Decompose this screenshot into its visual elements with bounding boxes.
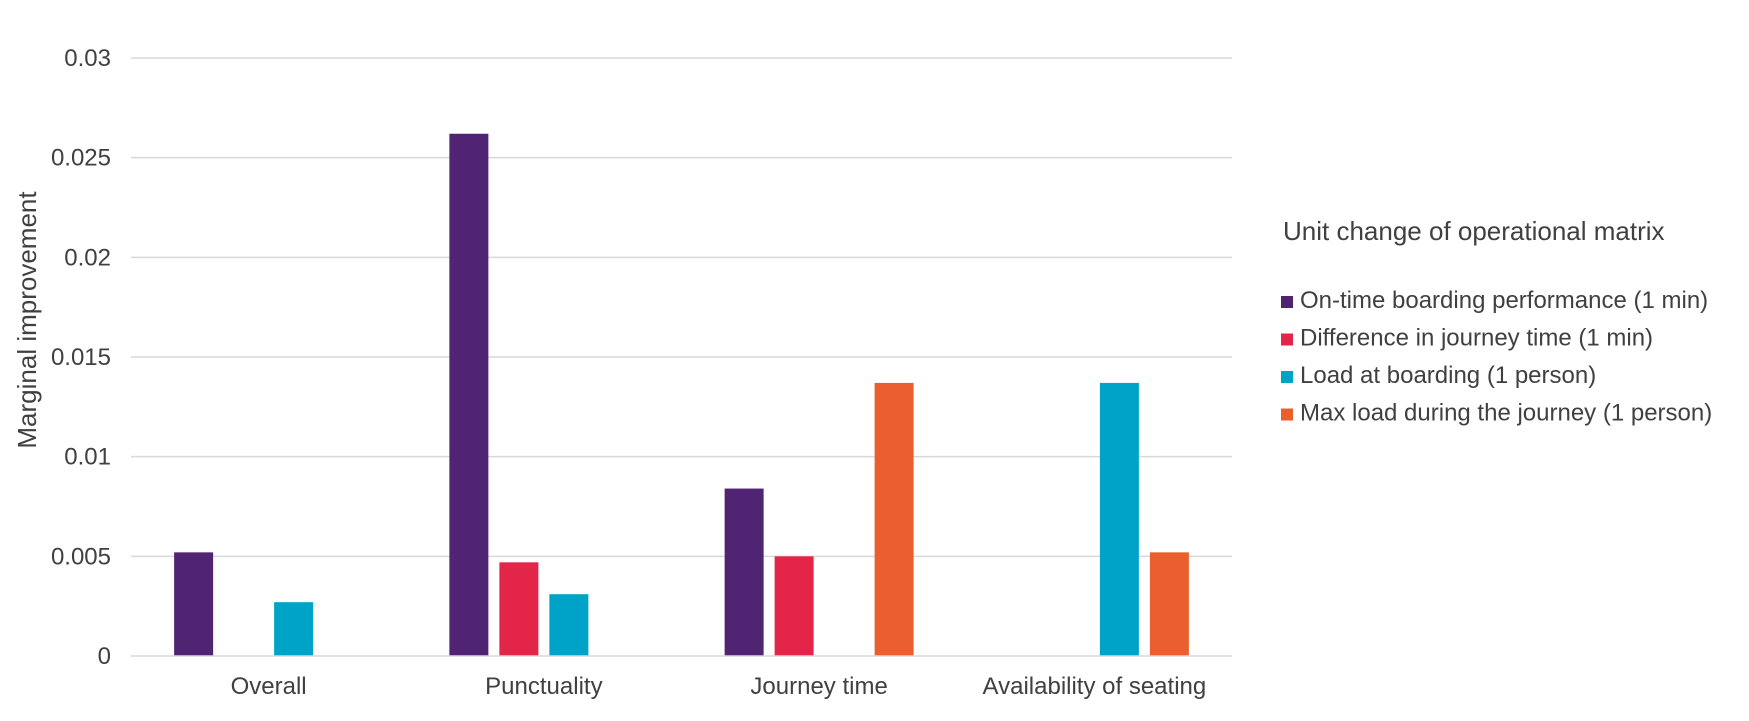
legend-swatch	[1281, 333, 1293, 346]
bar-journey-time-series-2	[774, 556, 814, 656]
gridlines	[131, 57, 1232, 558]
y-axis-title: Marginal improvement	[12, 191, 42, 449]
x-category-label: Availability of seating	[983, 673, 1207, 700]
legend-label: Max load during the journey (1 person)	[1300, 400, 1712, 427]
axes: 0 0.005 0.01 0.015 0.02 0.025 0.03 Overall Punct…	[51, 45, 1232, 700]
y-tick-label: 0.02	[64, 244, 111, 271]
bar-journey-time-series-1	[724, 488, 764, 656]
y-tick-label: 0.01	[64, 444, 111, 471]
y-tick-label: 0	[98, 643, 111, 670]
bar-punctuality-series-3	[549, 594, 589, 656]
y-tick-label: 0.005	[51, 543, 111, 570]
bar-overall-series-3	[274, 602, 314, 656]
bar-punctuality-series-1	[449, 133, 489, 656]
bars	[174, 133, 1189, 656]
y-tick-label: 0.03	[64, 45, 111, 72]
y-tick-label: 0.025	[51, 145, 111, 172]
legend-swatch	[1281, 296, 1293, 308]
x-category-label: Punctuality	[485, 673, 602, 700]
legend: On-time boarding performance (1 min) Diff…	[1281, 287, 1712, 427]
legend-swatch	[1281, 371, 1293, 383]
bar-journey-time-series-4	[874, 382, 914, 656]
bar-availability-of-seating-series-3	[1099, 382, 1139, 656]
legend-title: Unit change of operational matrix	[1283, 216, 1665, 246]
legend-label: Difference in journey time (1 min)	[1300, 325, 1653, 352]
bar-punctuality-series-2	[499, 562, 539, 656]
y-tick-label: 0.015	[51, 344, 111, 371]
bar-overall-series-1	[174, 552, 214, 656]
x-category-label: Overall	[231, 673, 307, 700]
legend-swatch	[1281, 408, 1293, 421]
x-category-label: Journey time	[750, 673, 887, 700]
legend-label: On-time boarding performance (1 min)	[1300, 287, 1708, 314]
bar-availability-of-seating-series-4	[1149, 552, 1189, 656]
legend-label: Load at boarding (1 person)	[1300, 362, 1596, 389]
